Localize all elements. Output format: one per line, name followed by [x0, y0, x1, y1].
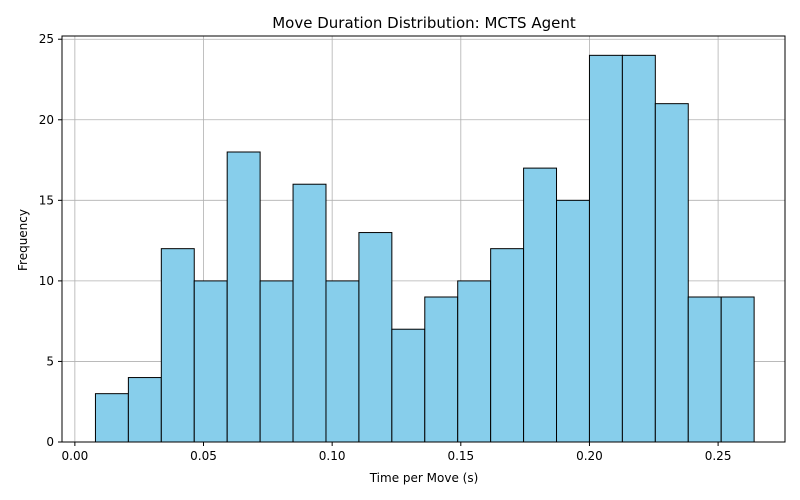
- histogram-bar: [556, 199, 590, 443]
- histogram-bar: [160, 248, 195, 443]
- histogram-bar: [720, 296, 755, 443]
- histogram-bar: [588, 54, 623, 443]
- histogram-bar: [457, 280, 492, 443]
- histogram-bar: [490, 248, 525, 443]
- histogram-bar: [193, 280, 228, 443]
- y-tick-label: 15: [39, 193, 54, 207]
- histogram-bar: [94, 393, 129, 443]
- histogram-bar: [259, 280, 294, 443]
- y-axis-label: Frequency: [16, 209, 30, 271]
- y-tick-label: 5: [46, 354, 54, 368]
- ticks: 0.00 0.05 0.10 0.15 0.20 0.25 0 5 10 15 20 25: [39, 32, 732, 463]
- y-tick-label: 0: [46, 435, 54, 449]
- histogram-bar: [325, 280, 360, 443]
- chart-title: Move Duration Distribution: MCTS Agent: [272, 14, 576, 32]
- histogram-bar: [127, 377, 162, 443]
- histogram-bar: [226, 151, 261, 443]
- histogram-bar: [523, 167, 558, 443]
- histogram-bar: [391, 328, 426, 443]
- histogram-bar: [358, 232, 393, 443]
- histogram-bar: [621, 54, 656, 443]
- histogram-bar: [292, 183, 327, 443]
- x-tick-label: 0.00: [62, 449, 89, 463]
- x-tick-label: 0.05: [190, 449, 217, 463]
- x-tick-label: 0.10: [319, 449, 346, 463]
- y-tick-label: 10: [39, 274, 54, 288]
- histogram-bar: [424, 296, 459, 443]
- y-tick-label: 25: [39, 32, 54, 46]
- plot-frame: [61, 35, 786, 443]
- x-tick-label: 0.20: [576, 449, 603, 463]
- histogram-bar: [654, 103, 689, 443]
- y-tick-label: 20: [39, 113, 54, 127]
- x-axis-label: Time per Move (s): [369, 471, 479, 485]
- x-tick-label: 0.15: [447, 449, 474, 463]
- x-tick-label: 0.25: [705, 449, 732, 463]
- histogram-bar: [687, 296, 722, 443]
- bars: [94, 54, 755, 443]
